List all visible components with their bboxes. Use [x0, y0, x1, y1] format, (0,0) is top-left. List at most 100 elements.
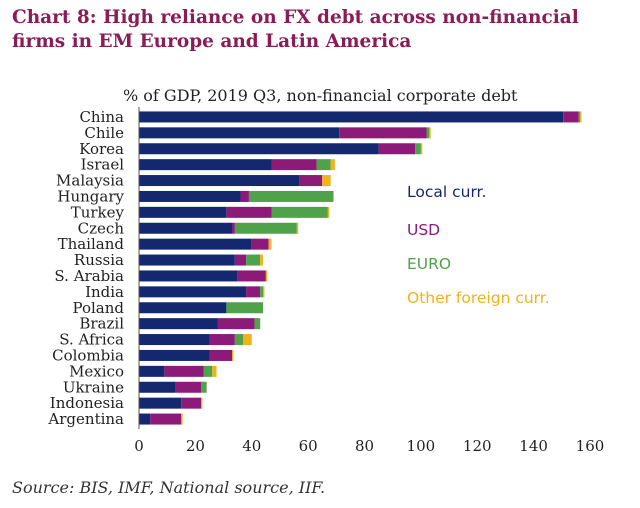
bar-mexico-series-1: [164, 365, 204, 377]
category-label: Mexico: [69, 362, 124, 380]
category-label: India: [85, 283, 124, 301]
stacked-bar-chart: % of GDP, 2019 Q3, non-financial corpora…: [47, 86, 604, 455]
chart-title: Chart 8: High reliance on FX debt across…: [12, 7, 579, 52]
bar-brazil-series-0: [139, 318, 218, 330]
chart-subtitle: % of GDP, 2019 Q3, non-financial corpora…: [123, 86, 518, 105]
category-label: Korea: [79, 140, 124, 158]
bar-mexico-series-2: [203, 365, 213, 377]
category-label: Malaysia: [56, 172, 124, 190]
bar-czech-series-3: [296, 222, 299, 234]
x-tick-label: 120: [463, 437, 492, 455]
bar-s-africa-series-3: [243, 334, 252, 346]
bar-malaysia-series-0: [139, 175, 300, 187]
legend-local: Local curr.: [407, 183, 486, 201]
x-tick-label: 20: [186, 437, 205, 455]
x-tick-label: 80: [355, 437, 374, 455]
category-label: Argentina: [47, 410, 124, 428]
category-label: Brazil: [79, 315, 124, 333]
bar-turkey-series-0: [139, 206, 227, 218]
bar-korea-series-2: [415, 143, 421, 155]
bar-china-series-0: [139, 111, 564, 123]
bar-chile-series-2: [426, 127, 430, 139]
legend-other: Other foreign curr.: [407, 289, 550, 307]
bar-poland-series-0: [139, 302, 227, 314]
category-label: Hungary: [57, 187, 124, 205]
category-label: Thailand: [58, 235, 125, 253]
category-label: Turkey: [71, 203, 125, 221]
bar-india-series-2: [260, 286, 264, 298]
bar-indonesia-series-3: [201, 397, 203, 409]
bar-hungary-series-1: [240, 190, 249, 202]
bar-israel-series-1: [271, 159, 317, 171]
category-label: Israel: [81, 156, 125, 174]
bar-chile-series-1: [339, 127, 427, 139]
bar-s-africa-series-2: [234, 334, 244, 346]
category-label: Chile: [84, 124, 124, 142]
bar-israel-series-0: [139, 159, 272, 171]
bar-turkey-series-3: [327, 206, 330, 218]
bar-czech-series-1: [232, 222, 235, 234]
category-label: Indonesia: [50, 394, 124, 412]
bar-chile-series-0: [139, 127, 340, 139]
bar-hungary-series-2: [248, 190, 334, 202]
bar-russia-series-2: [246, 254, 261, 266]
bars-group: [139, 111, 582, 425]
bar-india-series-1: [246, 286, 261, 298]
bar-india-series-0: [139, 286, 247, 298]
legend-euro: EURO: [407, 255, 451, 273]
bar-argentina-series-0: [139, 413, 151, 425]
bar-turkey-series-2: [271, 206, 328, 218]
bar-czech-series-0: [139, 222, 233, 234]
bar-poland-series-2: [226, 302, 264, 314]
bar-russia-series-3: [260, 254, 264, 266]
bar-mexico-series-0: [139, 365, 165, 377]
bar-russia-series-1: [234, 254, 247, 266]
bar-russia-series-0: [139, 254, 235, 266]
bar-china-series-3: [580, 111, 582, 123]
bar-s-africa-series-1: [209, 334, 235, 346]
x-tick-labels: 0 20 40 60 80 100 120 140 160: [134, 437, 604, 455]
category-label: Russia: [74, 251, 124, 269]
bar-s-arabia-series-0: [139, 270, 238, 282]
bar-ukraine-series-1: [175, 381, 202, 393]
bar-korea-series-3: [420, 143, 423, 155]
source-note: Source: BIS, IMF, National source, IIF.: [12, 478, 326, 497]
bar-mexico-series-3: [212, 365, 217, 377]
bar-indonesia-series-0: [139, 397, 182, 409]
bar-indonesia-series-1: [181, 397, 202, 409]
category-label: Ukraine: [63, 378, 124, 396]
legend: Local curr. USD EURO Other foreign curr.: [407, 183, 550, 307]
bar-ukraine-series-0: [139, 381, 176, 393]
bar-s-africa-series-0: [139, 334, 210, 346]
bar-ukraine-series-2: [201, 381, 207, 393]
category-label: Poland: [72, 299, 124, 317]
bar-korea-series-1: [378, 143, 416, 155]
bar-china-series-1: [563, 111, 579, 123]
bar-malaysia-series-1: [299, 175, 323, 187]
bar-india-series-3: [263, 286, 265, 298]
bar-argentina-series-3: [181, 413, 183, 425]
bar-colombia-series-0: [139, 349, 210, 361]
x-tick-label: 40: [242, 437, 261, 455]
bar-korea-series-0: [139, 143, 379, 155]
x-tick-label: 100: [407, 437, 436, 455]
category-label: Czech: [78, 219, 125, 237]
bar-hungary-series-0: [139, 190, 241, 202]
bar-brazil-series-2: [254, 318, 261, 330]
x-tick-label: 60: [299, 437, 318, 455]
bar-s-arabia-series-3: [265, 270, 268, 282]
bar-malaysia-series-3: [322, 175, 331, 187]
bar-brazil-series-1: [217, 318, 255, 330]
category-label: Colombia: [52, 346, 124, 364]
bar-colombia-series-3: [232, 349, 234, 361]
category-label: S. Africa: [59, 331, 124, 349]
bar-s-arabia-series-1: [237, 270, 266, 282]
bar-colombia-series-1: [209, 349, 233, 361]
x-tick-label: 140: [519, 437, 548, 455]
bar-turkey-series-1: [226, 206, 272, 218]
bar-chile-series-3: [429, 127, 431, 139]
bar-israel-series-2: [316, 159, 331, 171]
bar-thailand-series-1: [251, 238, 269, 250]
x-tick-label: 0: [134, 437, 144, 455]
bar-china-series-2: [578, 111, 581, 123]
